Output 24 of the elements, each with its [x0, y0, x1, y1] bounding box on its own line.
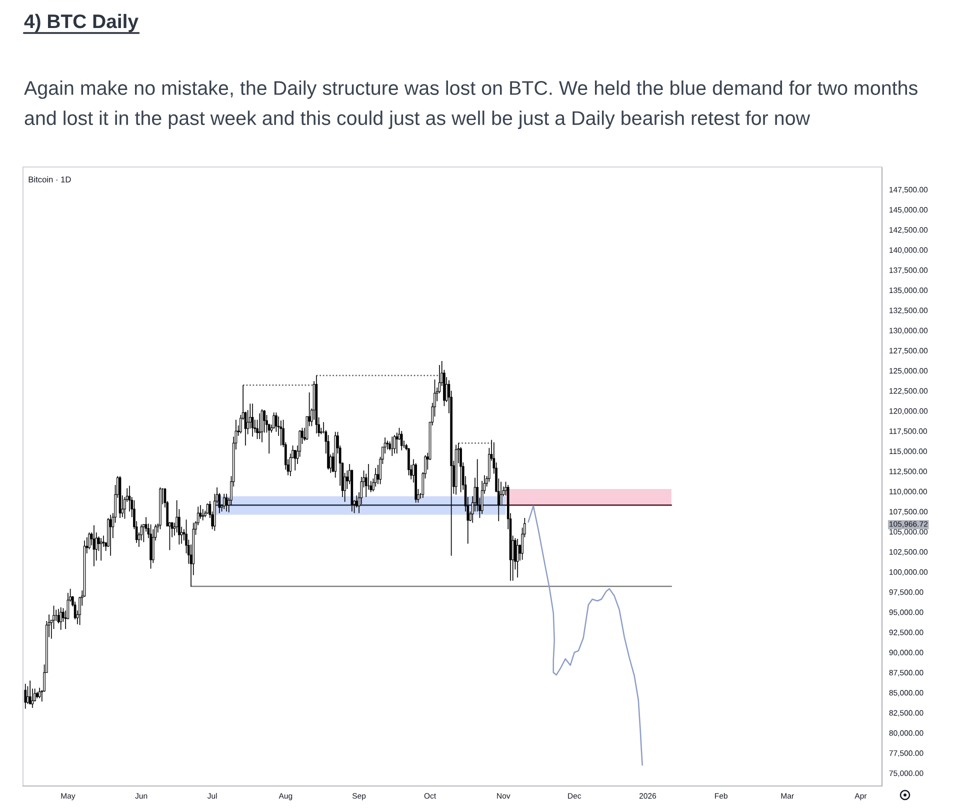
candlestick: [516, 538, 519, 578]
chart-title: 4) BTC Daily: [24, 14, 138, 32]
candlestick: [280, 420, 282, 446]
candlestick: [460, 446, 462, 493]
candlestick: [396, 432, 398, 454]
annotation: Bitcoin · 1D: [28, 176, 71, 182]
candlestick: [408, 448, 410, 476]
candlestick: [100, 538, 102, 562]
candlestick: [88, 532, 90, 550]
candlestick: [206, 503, 209, 514]
candlestick: [38, 687, 41, 699]
candlestick: [258, 412, 261, 440]
candlestick: [400, 430, 403, 451]
chart-subtitle: Again make no mistake, the Daily structure was lost on BTC. We held the blue demand for two months and lost it in the past week and this could just as well be just a Daily bearish retest for now: [24, 80, 918, 129]
candlestick: [202, 508, 204, 521]
candlestick: [294, 450, 296, 471]
candlestick: [222, 493, 226, 510]
candlestick: [60, 606, 62, 630]
candlestick: [275, 412, 278, 432]
candlestick: [272, 412, 276, 430]
candlestick: [176, 500, 178, 533]
candlestick: [28, 680, 32, 704]
candlestick: [24, 683, 27, 710]
line-series: [528, 505, 643, 766]
